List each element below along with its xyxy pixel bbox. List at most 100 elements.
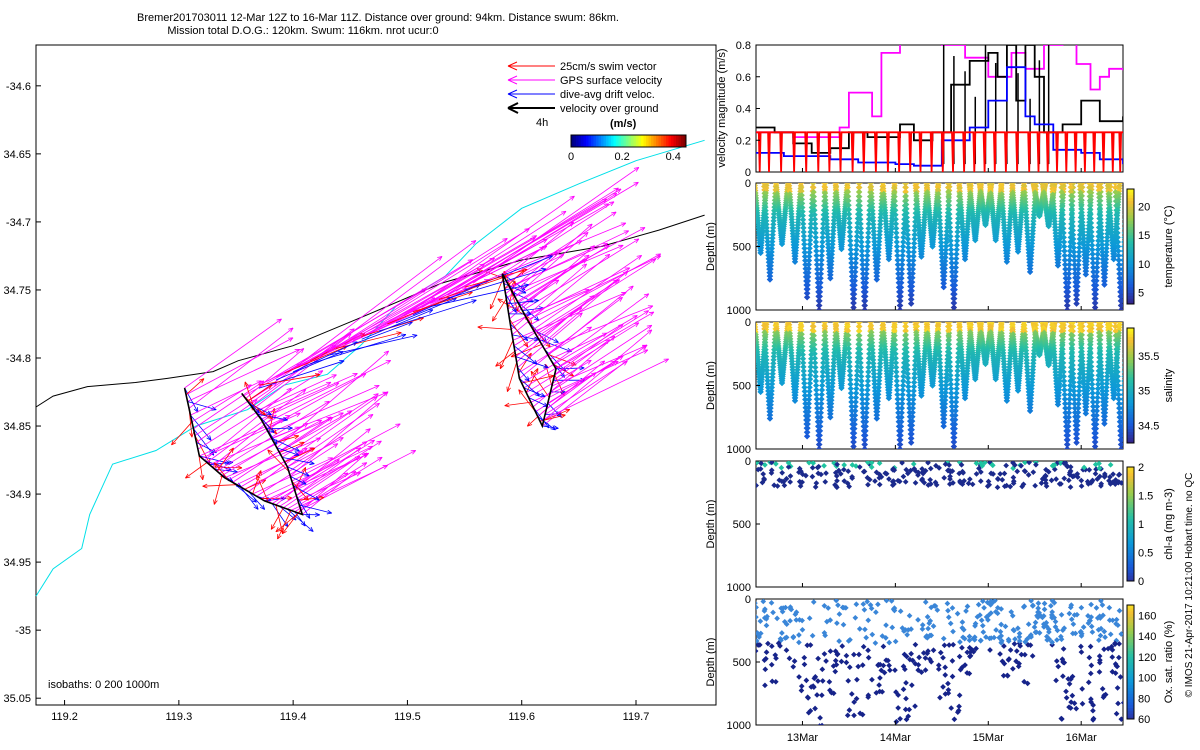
gps-vector xyxy=(271,391,388,439)
temperature-point xyxy=(1076,248,1083,256)
colorbar-cell xyxy=(1127,258,1134,262)
chla-point xyxy=(1026,461,1032,466)
depth-y-tick-label: 1000 xyxy=(727,444,751,456)
salinity-point xyxy=(1094,398,1101,406)
oxygen-point xyxy=(756,600,758,606)
temperature-point xyxy=(1068,201,1075,208)
gps-vector xyxy=(184,318,282,389)
salinity-point xyxy=(946,350,953,357)
depth-y-tick-label: 0 xyxy=(745,317,751,329)
chla-point xyxy=(1078,477,1085,484)
temperature-point xyxy=(863,261,870,268)
chla-point xyxy=(760,471,767,477)
salinity-point xyxy=(936,348,943,355)
salinity-point xyxy=(828,386,836,394)
chla-point xyxy=(797,483,804,489)
depth-ylabel: Depth (m) xyxy=(705,222,717,271)
colorbar-cell xyxy=(1127,365,1134,369)
speed-colorbar-cell xyxy=(653,135,657,147)
temperature-point xyxy=(1114,225,1121,232)
temperature-point xyxy=(1119,270,1123,277)
gps-vector xyxy=(430,222,627,304)
oxygen-point xyxy=(762,666,769,673)
salinity-point xyxy=(1095,322,1102,326)
temperature-point xyxy=(1087,211,1094,218)
temperature-point xyxy=(1026,268,1034,276)
temperature-point xyxy=(1068,210,1076,217)
chla-point xyxy=(853,463,859,469)
chla-point xyxy=(876,475,883,481)
colorbar-cell xyxy=(1127,498,1134,502)
salinity-point xyxy=(1074,413,1081,420)
legend-gps-arrow xyxy=(507,75,555,85)
speed-colorbar-cell xyxy=(573,135,577,147)
colorbar-cell xyxy=(1127,348,1134,352)
colorbar-cell xyxy=(1127,212,1134,216)
temperature-point xyxy=(1086,188,1093,196)
salinity-point xyxy=(847,385,854,392)
temperature-point xyxy=(802,257,809,264)
colorbar-cell xyxy=(1127,535,1134,539)
salinity-point xyxy=(863,400,870,407)
temperature-point xyxy=(952,264,959,271)
temperature-point xyxy=(1095,237,1102,244)
salinity-point xyxy=(1088,363,1095,370)
swim-vector xyxy=(464,268,528,288)
map-legend: 25cm/s swim vector GPS surface velocity … xyxy=(507,61,687,163)
temperature-point xyxy=(816,293,823,300)
salinity-point xyxy=(823,352,830,360)
colorbar-cell xyxy=(1127,226,1134,230)
temperature-point xyxy=(1066,252,1073,259)
chla-point xyxy=(984,483,991,490)
colorbar-cell xyxy=(1127,243,1134,247)
colorbar-cell xyxy=(1127,206,1134,210)
chla-point xyxy=(1032,482,1038,489)
salinity-point xyxy=(949,407,956,415)
salinity-point xyxy=(1115,386,1122,394)
salinity-point xyxy=(1069,361,1076,369)
colorbar-cell xyxy=(1127,552,1134,556)
chla-point xyxy=(985,478,992,485)
drift-vector xyxy=(507,298,539,305)
colorbar-cell xyxy=(1127,478,1134,482)
temperature-point xyxy=(906,261,913,268)
swim-vector xyxy=(477,324,512,330)
temperature-point xyxy=(1097,212,1104,219)
colorbar-cell xyxy=(1127,558,1134,562)
chla-point xyxy=(882,470,889,477)
salinity-point xyxy=(909,417,916,425)
salinity-point xyxy=(799,339,806,346)
colorbar-cell xyxy=(1127,504,1134,508)
salinity-point xyxy=(952,407,959,415)
salinity-point xyxy=(1060,368,1067,376)
chla-point xyxy=(886,476,892,482)
temperature-point xyxy=(1097,216,1104,223)
salinity-point xyxy=(1113,355,1120,362)
temperature-point xyxy=(1097,219,1104,227)
depth-y-tick-label: 1000 xyxy=(727,582,751,594)
temperature-point xyxy=(817,266,825,273)
gps-vector xyxy=(271,439,375,504)
chla-point xyxy=(967,476,973,482)
colorbar-cell xyxy=(1127,475,1134,479)
salinity-point xyxy=(865,368,872,376)
colorbar-cell xyxy=(1127,524,1134,528)
swim-vector xyxy=(171,421,193,446)
salinity-point xyxy=(811,355,819,362)
chla-point xyxy=(919,476,926,482)
salinity-point xyxy=(1058,322,1065,326)
chla-point xyxy=(891,481,897,487)
colorbar-cell xyxy=(1127,281,1134,285)
swim-vector xyxy=(258,373,321,386)
chla-point xyxy=(946,481,953,487)
coastline-layer xyxy=(35,214,705,408)
colorbar-tick-label: 34.5 xyxy=(1138,421,1159,433)
oxygen-point xyxy=(762,682,768,689)
chla-point xyxy=(1058,481,1064,487)
chla-point xyxy=(823,470,829,477)
salinity-point xyxy=(953,385,960,392)
colorbar-cell xyxy=(1127,220,1134,224)
depth-y-tick-label: 500 xyxy=(733,519,751,531)
chla-point xyxy=(781,482,788,489)
